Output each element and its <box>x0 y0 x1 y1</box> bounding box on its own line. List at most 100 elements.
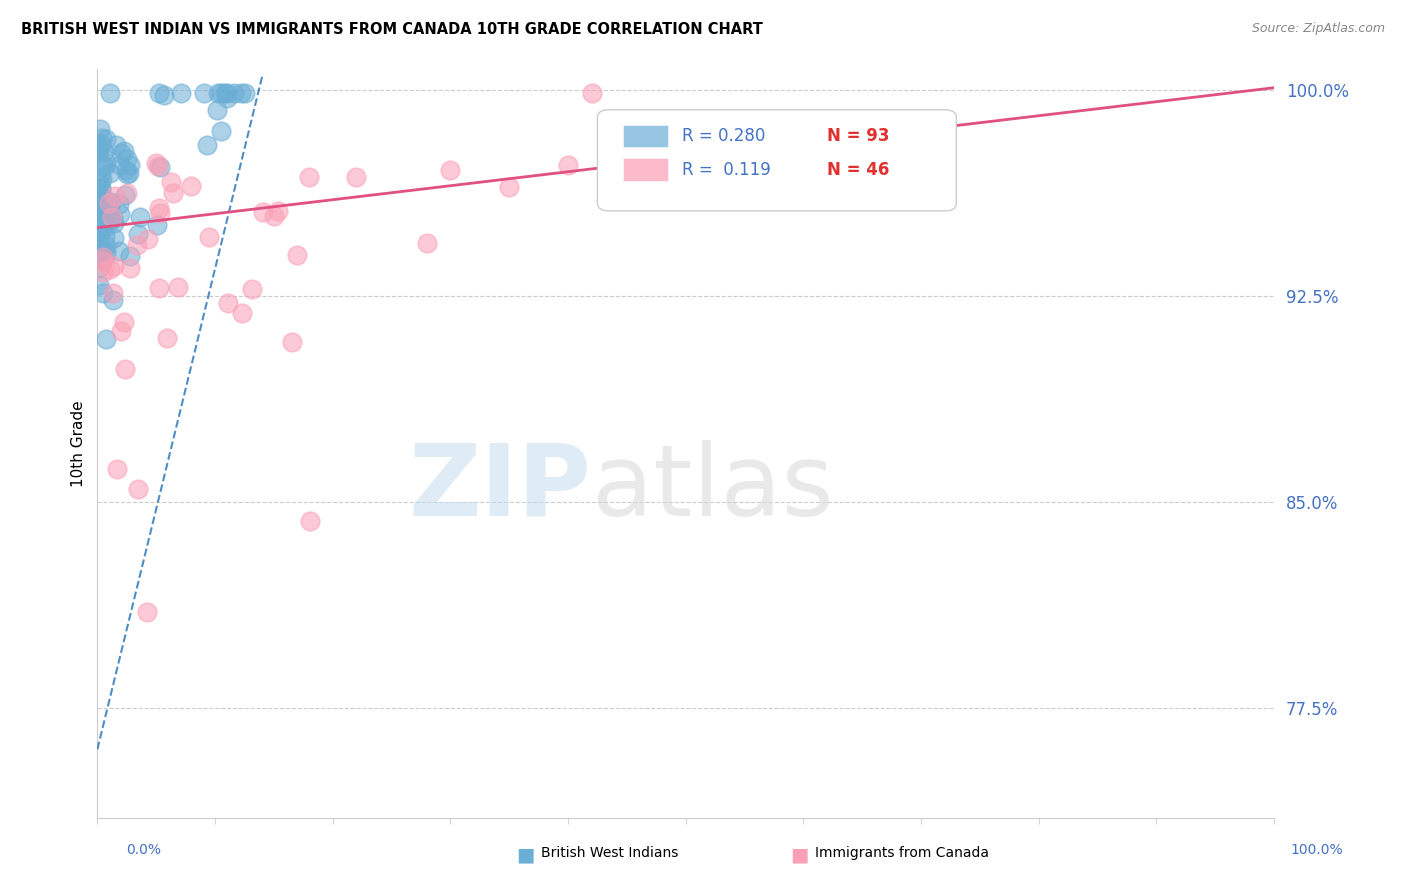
Point <box>98 87 121 101</box>
Point <box>115 186 138 200</box>
Point <box>91 254 114 268</box>
Point <box>214 87 236 101</box>
Point <box>89 228 111 243</box>
Point <box>120 249 142 263</box>
Point <box>108 207 131 221</box>
Point <box>90 136 112 151</box>
Point <box>114 188 136 202</box>
Point <box>96 132 118 146</box>
Point <box>101 210 124 224</box>
Point <box>89 121 111 136</box>
Point <box>581 87 603 101</box>
Point <box>149 160 172 174</box>
Point <box>91 250 114 264</box>
Point <box>207 103 229 117</box>
Point <box>94 246 117 260</box>
Point <box>112 315 135 329</box>
Point <box>93 252 115 266</box>
Point <box>231 305 253 319</box>
Point <box>93 217 115 231</box>
Point <box>207 87 229 101</box>
Point <box>148 87 170 101</box>
Point <box>156 331 179 345</box>
Point <box>114 362 136 376</box>
Point <box>89 239 111 253</box>
Y-axis label: 10th Grade: 10th Grade <box>72 400 86 486</box>
Point <box>108 197 131 211</box>
Point <box>209 87 232 101</box>
Point <box>148 159 170 173</box>
Point <box>267 204 290 219</box>
Point <box>87 248 110 262</box>
Point <box>90 160 112 174</box>
Point <box>136 232 159 246</box>
Text: ■: ■ <box>516 846 534 864</box>
Text: N = 93: N = 93 <box>827 127 890 145</box>
Point <box>197 229 219 244</box>
Point <box>94 238 117 252</box>
Point <box>90 182 112 196</box>
Point <box>242 282 264 296</box>
Point <box>159 175 181 189</box>
Point <box>127 238 149 252</box>
Point <box>170 87 193 101</box>
Point <box>94 155 117 169</box>
Point <box>97 198 120 212</box>
Point <box>557 158 579 172</box>
Point <box>87 278 110 293</box>
Point <box>120 260 142 275</box>
Text: 0.0%: 0.0% <box>127 843 162 857</box>
Point <box>100 195 122 210</box>
Point <box>89 228 111 243</box>
Text: R =  0.119: R = 0.119 <box>682 161 770 178</box>
Point <box>87 261 110 276</box>
Text: BRITISH WEST INDIAN VS IMMIGRANTS FROM CANADA 10TH GRADE CORRELATION CHART: BRITISH WEST INDIAN VS IMMIGRANTS FROM C… <box>21 22 763 37</box>
Point <box>149 206 172 220</box>
FancyBboxPatch shape <box>598 110 956 211</box>
Point <box>90 171 112 186</box>
Point <box>114 163 136 178</box>
Point <box>217 87 239 101</box>
Point <box>145 155 167 169</box>
Point <box>195 137 218 152</box>
Text: Immigrants from Canada: Immigrants from Canada <box>815 846 990 860</box>
Point <box>87 176 110 190</box>
Point <box>344 169 367 184</box>
Point <box>222 87 245 101</box>
Point <box>91 216 114 230</box>
Point <box>281 335 304 350</box>
Point <box>103 216 125 230</box>
Point <box>217 91 239 105</box>
FancyBboxPatch shape <box>623 159 668 181</box>
Point <box>90 252 112 267</box>
Point <box>252 204 274 219</box>
Point <box>87 191 110 205</box>
Text: British West Indians: British West Indians <box>541 846 679 860</box>
Point <box>112 144 135 158</box>
Point <box>90 131 112 145</box>
Point <box>153 87 176 102</box>
Point <box>87 211 110 225</box>
Point <box>97 196 120 211</box>
Point <box>91 248 114 262</box>
Point <box>97 199 120 213</box>
Point <box>87 138 110 153</box>
Text: ■: ■ <box>790 846 808 864</box>
Point <box>148 281 170 295</box>
Text: Source: ZipAtlas.com: Source: ZipAtlas.com <box>1251 22 1385 36</box>
Point <box>87 235 110 249</box>
Point <box>217 296 239 310</box>
Point <box>110 158 132 172</box>
Point <box>89 170 111 185</box>
Point <box>135 605 157 619</box>
Point <box>145 219 167 233</box>
Point <box>117 167 139 181</box>
Text: ZIP: ZIP <box>409 440 592 537</box>
Point <box>104 189 127 203</box>
Point <box>87 138 110 153</box>
Point <box>98 165 121 179</box>
Point <box>90 190 112 204</box>
Point <box>298 169 321 184</box>
Point <box>89 139 111 153</box>
Point <box>498 180 520 194</box>
